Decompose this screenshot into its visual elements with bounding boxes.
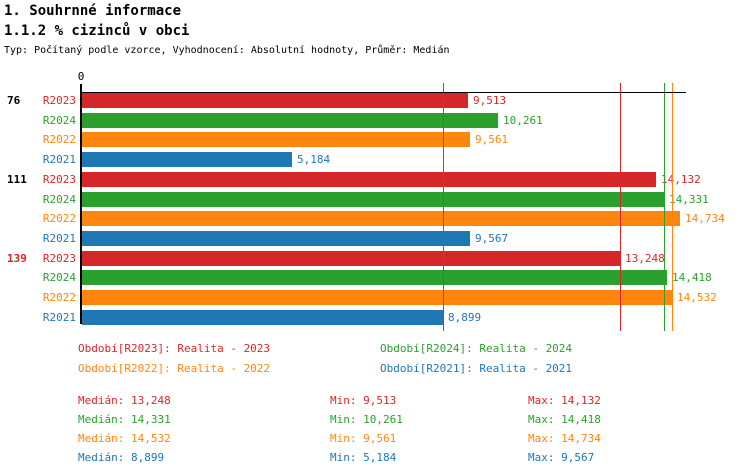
bar-series-label: R2021: [42, 311, 76, 324]
median-line-R2024: [664, 83, 665, 331]
median-line-R2021: [443, 83, 444, 331]
bar-value-label: 9,513: [473, 94, 507, 107]
y-axis-line: [80, 92, 82, 324]
legend-entry-R2021: Období[R2021]: Realita - 2021: [380, 362, 573, 375]
stat-max-R2024: Max: 14,418: [528, 413, 601, 426]
bar-series-label: R2022: [42, 212, 76, 225]
stat-median-R2023: Medián: 13,248: [78, 394, 171, 407]
x-axis-zero-tick: [80, 84, 82, 92]
group-label: 139: [7, 252, 27, 265]
legend-entry-R2022: Období[R2022]: Realita - 2022: [78, 362, 271, 375]
bar-value-label: 13,248: [625, 252, 665, 265]
bar-series-label: R2024: [42, 193, 76, 206]
stat-median-R2021: Medián: 8,899: [78, 451, 165, 464]
stat-min-R2023: Min: 9,513: [330, 394, 397, 407]
bar-R2024: [82, 270, 667, 285]
bar-R2023: [82, 251, 620, 266]
bar-series-label: R2023: [42, 173, 76, 186]
stat-median-R2022: Medián: 14,532: [78, 432, 171, 445]
bar-R2024: [82, 192, 664, 207]
bar-series-label: R2021: [42, 153, 76, 166]
x-axis-line: [81, 92, 686, 93]
bar-value-label: 8,899: [448, 311, 482, 324]
stat-max-R2022: Max: 14,734: [528, 432, 601, 445]
stat-median-R2024: Medián: 14,331: [78, 413, 171, 426]
bar-series-label: R2023: [42, 94, 76, 107]
bar-R2022: [82, 132, 470, 147]
bar-value-label: 14,418: [672, 271, 712, 284]
bar-value-label: 9,561: [475, 133, 509, 146]
chart-subtitle: Typ: Počítaný podle vzorce, Vyhodnocení:…: [4, 45, 450, 56]
stat-min-R2024: Min: 10,261: [330, 413, 403, 426]
bar-R2021: [82, 231, 470, 246]
stat-min-R2021: Min: 5,184: [330, 451, 397, 464]
bar-R2022: [82, 211, 680, 226]
bar-R2021: [82, 310, 443, 325]
bar-R2024: [82, 113, 498, 128]
stat-max-R2021: Max: 9,567: [528, 451, 595, 464]
legend-entry-R2024: Období[R2024]: Realita - 2024: [380, 342, 573, 355]
bar-R2022: [82, 290, 672, 305]
stat-max-R2023: Max: 14,132: [528, 394, 601, 407]
stat-min-R2022: Min: 9,561: [330, 432, 397, 445]
group-label: 76: [7, 94, 21, 107]
bar-value-label: 14,331: [669, 193, 709, 206]
bar-R2021: [82, 152, 292, 167]
page-title: 1. Souhrnné informace: [4, 3, 182, 19]
bar-series-label: R2021: [42, 232, 76, 245]
bar-value-label: 14,532: [677, 291, 717, 304]
bar-R2023: [82, 172, 656, 187]
bar-value-label: 5,184: [297, 153, 331, 166]
bar-series-label: R2024: [42, 271, 76, 284]
median-line-R2023: [620, 83, 621, 331]
bar-series-label: R2022: [42, 291, 76, 304]
bar-series-label: R2024: [42, 114, 76, 127]
bar-value-label: 9,567: [475, 232, 509, 245]
median-line-R2022: [672, 83, 673, 331]
legend-entry-R2023: Období[R2023]: Realita - 2023: [78, 342, 271, 355]
x-axis-zero-tick-label: 0: [77, 70, 85, 83]
bar-value-label: 10,261: [503, 114, 543, 127]
chart-title: 1.1.2 % cizinců v obci: [4, 23, 190, 39]
bar-value-label: 14,132: [661, 173, 701, 186]
bar-series-label: R2023: [42, 252, 76, 265]
bar-R2023: [82, 93, 468, 108]
bar-series-label: R2022: [42, 133, 76, 146]
bar-value-label: 14,734: [685, 212, 725, 225]
group-label: 111: [7, 173, 27, 186]
